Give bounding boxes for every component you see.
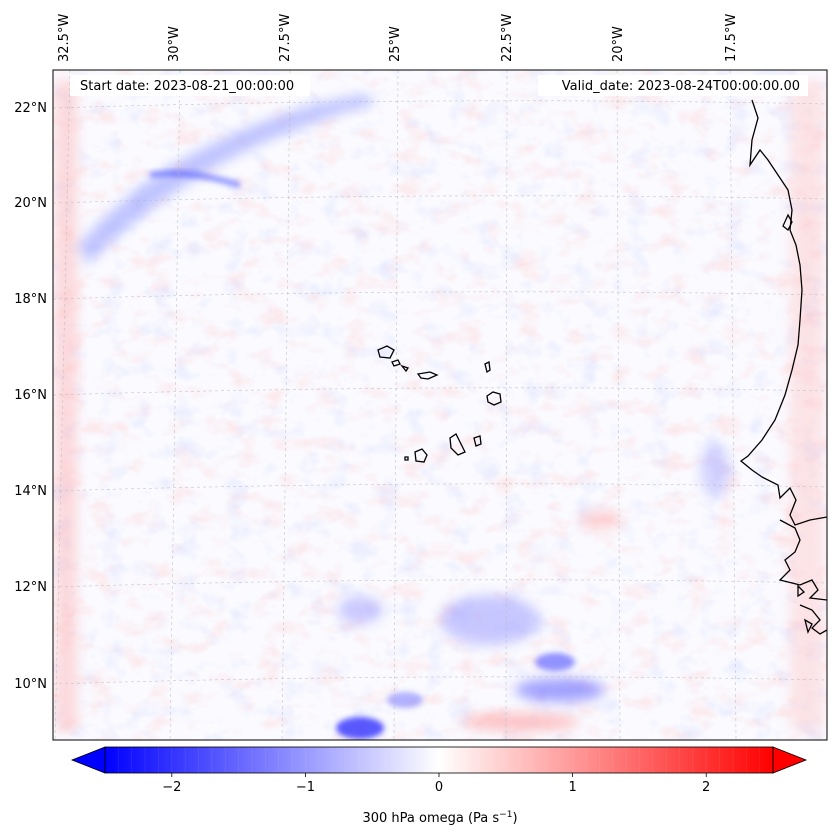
- lon-tick-label: 27.5°W: [278, 14, 293, 62]
- africa-coastline: [739, 99, 827, 635]
- colorbar-label-main: 300 hPa omega (Pa s: [362, 811, 499, 826]
- lat-tick-label: 16°N: [14, 388, 47, 403]
- map-frame: [52, 69, 828, 741]
- lon-tick-label: 22.5°W: [500, 14, 515, 62]
- colorbar-label-end: ): [512, 811, 517, 826]
- colorbar-extend-low: [70, 746, 106, 774]
- lon-tick-label: 17.5°W: [724, 14, 739, 62]
- colorbar-tick-label: −1: [296, 780, 315, 795]
- lat-tick-label: 14°N: [14, 484, 47, 499]
- start-date-box: [70, 75, 310, 96]
- lon-tick-label: 20°W: [611, 26, 626, 62]
- lat-tick-label: 12°N: [14, 580, 47, 595]
- colorbar-tick-label: 2: [702, 780, 710, 795]
- longitude-labels: 32.5°W 30°W 27.5°W 25°W 22.5°W 20°W 17.5…: [57, 14, 739, 62]
- cape-verde-islands: [377, 345, 502, 463]
- colorbar-tick-label: −2: [162, 780, 181, 795]
- colorbar-ticks: −2 −1 0 1 2: [162, 773, 710, 795]
- valid-date-box: [538, 75, 808, 96]
- coastlines: [739, 99, 827, 635]
- colorbar-extend-high: [772, 746, 808, 774]
- colorbar-label-sup: −1: [499, 810, 512, 820]
- lat-tick-label: 10°N: [14, 677, 47, 692]
- lat-tick-label: 22°N: [14, 101, 47, 116]
- lon-tick-label: 32.5°W: [57, 14, 72, 62]
- lat-tick-label: 20°N: [14, 196, 47, 211]
- lon-tick-label: 25°W: [388, 26, 403, 62]
- colorbar-label: 300 hPa omega (Pa s−1): [362, 810, 517, 826]
- lon-tick-label: 30°W: [167, 26, 182, 62]
- colorbar: −2 −1 0 1 2 300 hPa omega (Pa s−1): [70, 746, 808, 826]
- lat-tick-label: 18°N: [14, 292, 47, 307]
- start-date-label: Start date: 2023-08-21_00:00:00: [80, 79, 294, 94]
- colorbar-steps: [118, 747, 760, 773]
- colorbar-gradient: [105, 747, 773, 773]
- valid-date-label: Valid_date: 2023-08-24T00:00:00.00: [562, 79, 800, 94]
- map-panel: Start date: 2023-08-21_00:00:00 Valid_da…: [53, 70, 827, 740]
- latitude-labels: 22°N 20°N 18°N 16°N 14°N 12°N 10°N: [14, 101, 47, 692]
- colorbar-tick-label: 1: [568, 780, 576, 795]
- colorbar-tick-label: 0: [435, 780, 443, 795]
- graticule: [53, 70, 827, 740]
